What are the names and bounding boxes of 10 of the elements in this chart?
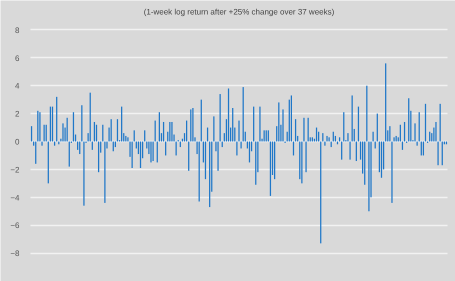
y-tick-label: −2 bbox=[10, 165, 20, 174]
y-tick-label: −6 bbox=[10, 221, 20, 230]
y-tick-label: 8 bbox=[15, 26, 20, 35]
y-tick-label: 6 bbox=[15, 54, 20, 63]
chart-subtitle: (1-week log return after +25% change over 37 weeks) bbox=[144, 8, 335, 16]
y-tick-label: −4 bbox=[10, 193, 20, 202]
y-tick-label: 4 bbox=[15, 82, 20, 91]
y-tick-label: 2 bbox=[15, 110, 20, 119]
y-tick-label: −8 bbox=[10, 249, 20, 258]
y-tick-label: 0 bbox=[15, 138, 20, 146]
